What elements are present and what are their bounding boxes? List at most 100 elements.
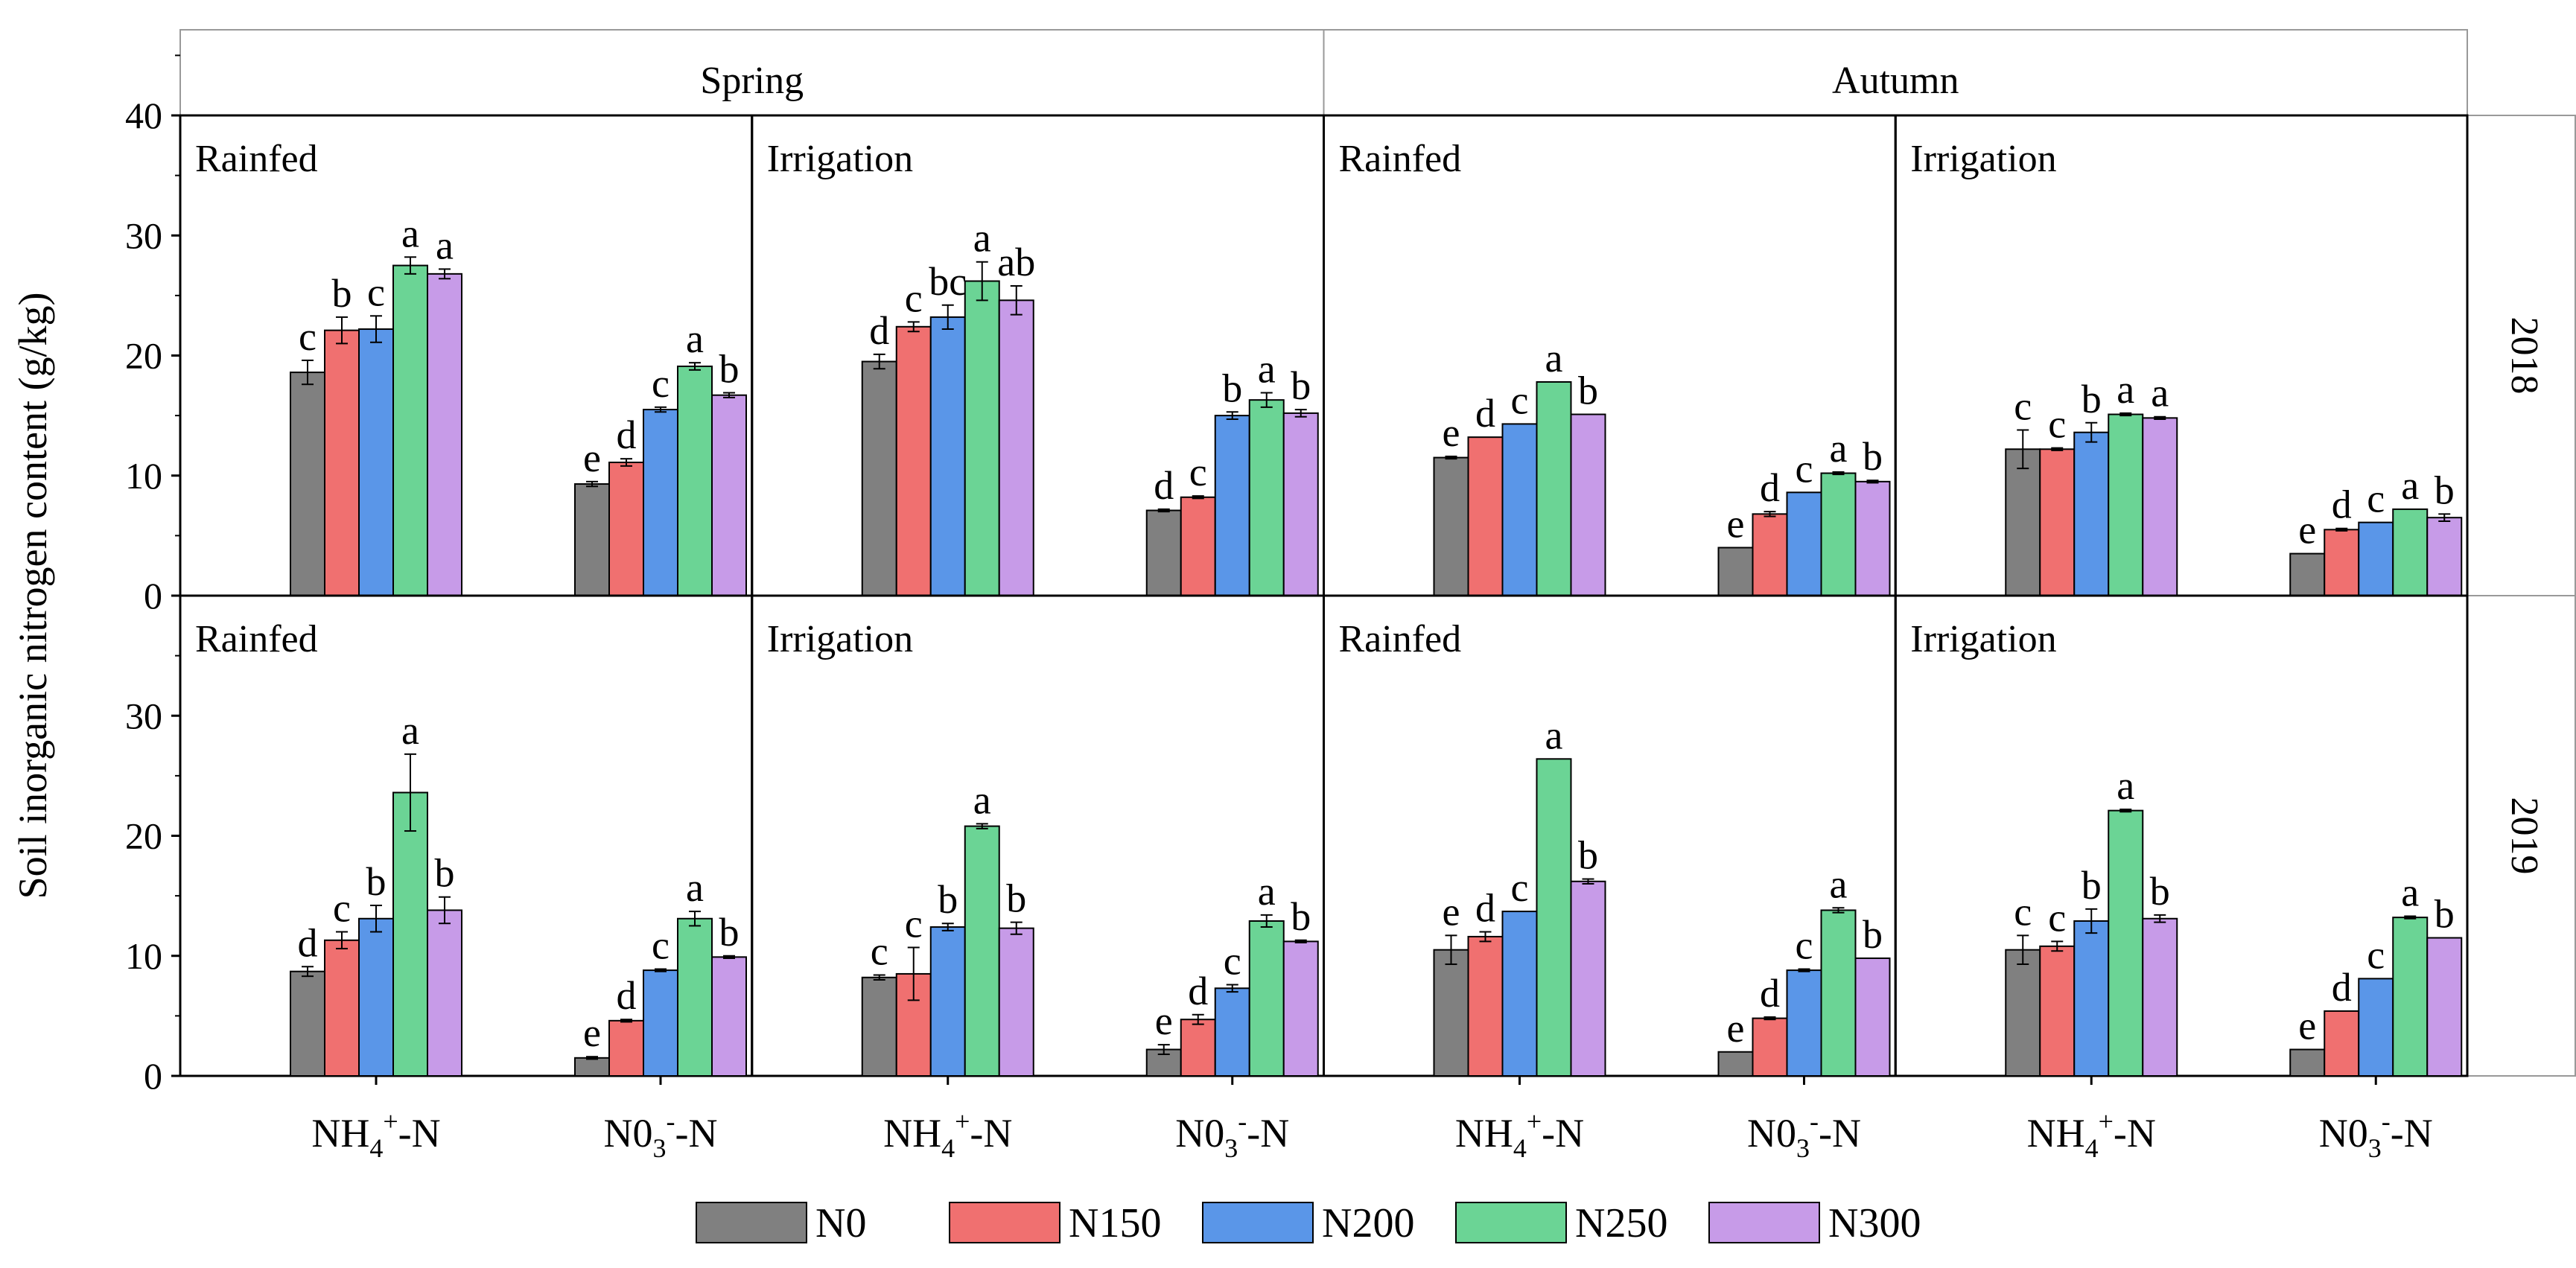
legend-swatch	[1455, 1202, 1567, 1243]
y-tick-label: 20	[125, 815, 162, 857]
y-tick-label: 30	[125, 695, 162, 736]
bar-n300	[998, 299, 1034, 596]
bar-n300	[711, 956, 747, 1077]
significance-letter: d	[2332, 482, 2352, 527]
significance-letter: b	[1222, 366, 1242, 410]
significance-letter: a	[1545, 336, 1563, 380]
bar-n250	[1536, 758, 1572, 1077]
significance-letter: c	[333, 886, 351, 931]
x-tick-label: NH4+-N	[2027, 1106, 2156, 1163]
bar-n0	[290, 372, 325, 596]
bar-n200	[929, 316, 966, 596]
significance-letter: c	[367, 270, 385, 314]
legend-label: N300	[1828, 1200, 1921, 1246]
significance-letter: b	[435, 851, 455, 896]
treatment-label: Rainfed	[195, 618, 318, 660]
bar-n200	[2073, 920, 2110, 1077]
significance-letter: d	[869, 308, 889, 353]
bar-n300	[1570, 413, 1606, 597]
y-tick-label: 0	[144, 1055, 162, 1097]
bar-n200	[2073, 431, 2110, 597]
legend-item-n300: N300	[1708, 1200, 1921, 1246]
significance-letter: b	[1578, 833, 1598, 878]
panel-frame	[1894, 594, 2469, 1077]
y-tick-label: 0	[144, 575, 162, 617]
legend-swatch	[696, 1202, 807, 1243]
bar-n250	[2392, 508, 2429, 597]
bar-n250	[392, 791, 428, 1077]
significance-letter: a	[1258, 346, 1276, 391]
bar-n300	[2426, 937, 2463, 1077]
bar-n300	[711, 394, 747, 597]
bar-n250	[2108, 809, 2144, 1077]
year-strips: 2018 2019	[2467, 115, 2576, 1077]
significance-letter: a	[973, 777, 991, 822]
treatment-label: Rainfed	[1339, 138, 1462, 180]
significance-letter: c	[2014, 383, 2032, 428]
significance-letter: b	[1863, 434, 1883, 479]
bar-n300	[998, 927, 1034, 1077]
significance-letter: d	[1188, 969, 1208, 1013]
bar-n200	[1501, 423, 1538, 596]
legend-label: N150	[1069, 1200, 1161, 1246]
x-tick-label: NH4+-N	[883, 1106, 1012, 1163]
season-label-spring: Spring	[700, 60, 804, 102]
significance-letter: a	[2401, 463, 2419, 508]
significance-letter: d	[1475, 886, 1495, 931]
legend-label: N200	[1322, 1200, 1414, 1246]
bar-n300	[2142, 917, 2178, 1077]
bar-n150	[1752, 513, 1788, 596]
bar-n250	[1536, 380, 1572, 596]
significance-letter: a	[686, 316, 704, 361]
significance-letter: b	[1291, 363, 1311, 408]
bar-n150	[2324, 1010, 2360, 1077]
significance-letter: c	[1189, 450, 1207, 494]
bar-n300	[1854, 957, 1891, 1077]
y-tick-label: 10	[125, 455, 162, 497]
bar-n200	[929, 926, 966, 1077]
significance-letter: a	[1258, 869, 1276, 914]
bar-n0	[1717, 1051, 1754, 1077]
significance-letter: c	[905, 901, 923, 946]
treatment-label: Rainfed	[1339, 618, 1462, 660]
bar-n250	[1248, 399, 1285, 596]
significance-letter: b	[2435, 468, 2455, 512]
y-axis: 0 10 20 30 40 0 10 20 30	[125, 54, 182, 1097]
bar-n0	[861, 976, 897, 1077]
bar-n150	[1180, 1019, 1216, 1077]
significance-letter: d	[2332, 965, 2352, 1010]
significance-letter: d	[1760, 971, 1780, 1016]
legend-item-n250: N250	[1455, 1200, 1667, 1246]
bar-n250	[2108, 413, 2144, 597]
bar-n200	[643, 969, 678, 1077]
bar-n0	[861, 360, 897, 596]
bar-n300	[1282, 940, 1319, 1077]
legend-item-n200: N200	[1202, 1200, 1414, 1246]
legend-swatch	[949, 1202, 1060, 1243]
significance-letter: a	[436, 223, 454, 267]
significance-letter: b	[1578, 369, 1598, 413]
treatment-label: Irrigation	[767, 138, 913, 180]
significance-letter: c	[2048, 402, 2066, 447]
significance-letter: ab	[997, 240, 1035, 284]
significance-letter: b	[2150, 869, 2170, 914]
bar-n200	[1786, 491, 1822, 597]
significance-letter: b	[2435, 892, 2455, 937]
bar-n150	[324, 939, 360, 1077]
season-label-autumn: Autumn	[1832, 60, 1959, 102]
significance-letter: d	[298, 920, 318, 965]
bar-n300	[2142, 417, 2178, 596]
significance-letter: b	[366, 859, 387, 904]
significance-letter: c	[2048, 895, 2066, 940]
y-tick-label: 10	[125, 935, 162, 977]
x-tick-label: NH4+-N	[311, 1106, 440, 1163]
bar-n300	[427, 909, 462, 1077]
bar-n300	[1854, 480, 1891, 596]
significance-letter: e	[2298, 508, 2316, 552]
bar-n0	[574, 1057, 610, 1077]
season-strips: Spring Autumn	[179, 29, 2468, 116]
bar-n250	[677, 366, 713, 596]
